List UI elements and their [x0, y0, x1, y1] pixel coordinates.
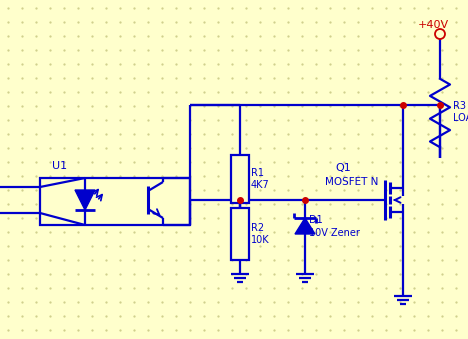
- Text: R1: R1: [251, 168, 264, 178]
- Text: Q1: Q1: [335, 163, 351, 173]
- Bar: [231, 208, 249, 260]
- Text: +40V: +40V: [418, 20, 449, 30]
- Text: 4K7: 4K7: [251, 180, 270, 190]
- Polygon shape: [75, 190, 95, 210]
- Bar: [40, 178, 190, 225]
- Text: D1: D1: [309, 215, 323, 225]
- Text: R3: R3: [453, 101, 466, 111]
- Text: MOSFET N: MOSFET N: [325, 177, 378, 187]
- Text: 10V Zener: 10V Zener: [309, 228, 360, 238]
- Text: 10K: 10K: [251, 235, 270, 245]
- Circle shape: [435, 29, 445, 39]
- Polygon shape: [295, 218, 315, 234]
- Text: R2: R2: [251, 223, 264, 233]
- Text: LOAD: LOAD: [453, 113, 468, 123]
- Bar: [231, 156, 249, 203]
- Text: U1: U1: [52, 161, 67, 171]
